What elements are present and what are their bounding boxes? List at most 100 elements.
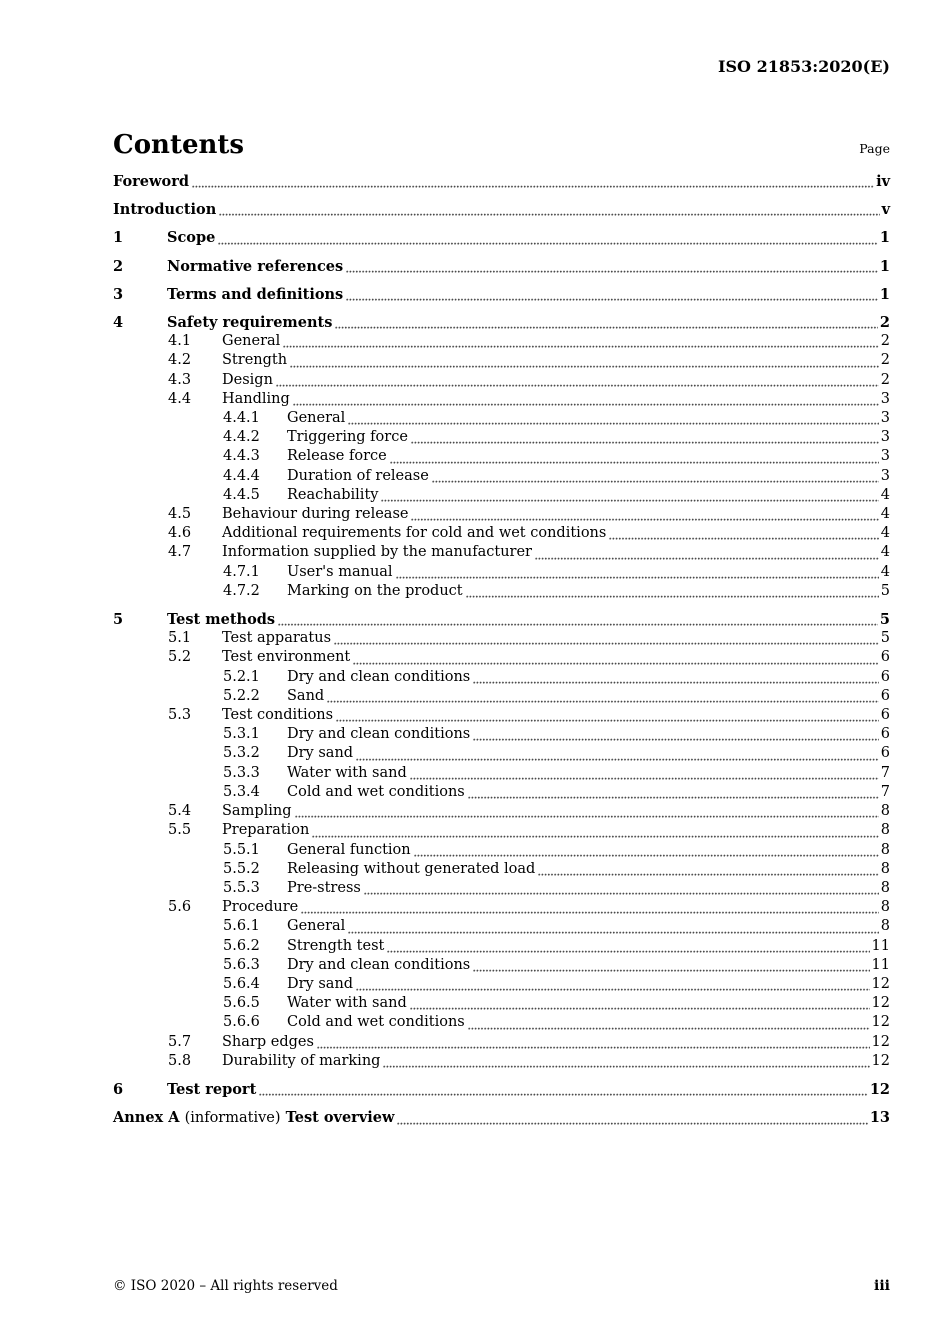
toc-entry-page: 4	[880, 506, 890, 523]
toc-entry-page: 8	[880, 899, 890, 916]
toc-entry[interactable]: 4.4.3 Release force 3	[113, 447, 890, 466]
toc-entry-number: 4.7.1	[223, 563, 260, 580]
toc-entry-title: Marking on the product	[287, 582, 463, 599]
toc-entry[interactable]: 6 Test report 12	[113, 1080, 890, 1099]
toc-entry[interactable]: 4.4.1 General 3	[113, 409, 890, 428]
toc-entry[interactable]: 5.6.1 General 8	[113, 917, 890, 936]
toc-entry[interactable]: 4.2 Strength 2	[113, 351, 890, 370]
toc-entry-title: General	[222, 333, 281, 350]
toc-entry[interactable]: 5.2.1 Dry and clean conditions 6	[113, 668, 890, 687]
toc-entry[interactable]: 5 Test methods 5	[113, 610, 890, 629]
toc-entry[interactable]: 5.6 Procedure 8	[113, 898, 890, 917]
dot-leader	[294, 815, 879, 819]
dot-leader	[467, 796, 879, 800]
toc-entry-number: 4.4	[168, 390, 192, 407]
toc-entry-number: 4.1	[168, 333, 192, 350]
toc-entry[interactable]: 4.6 Additional requirements for cold and …	[113, 524, 890, 543]
toc-entry-number: 6	[113, 1080, 124, 1098]
toc-entry[interactable]: 5.2.2 Sand 6	[113, 687, 890, 706]
toc-entry-number: 5.7	[168, 1033, 192, 1050]
toc-entry-number: 5.5.2	[223, 860, 260, 877]
toc-entry-page: 8	[880, 822, 890, 839]
toc-entry-page: 7	[880, 764, 890, 781]
toc-entry-page: 11	[871, 937, 890, 954]
toc-entry[interactable]: 4.1 General 2	[113, 332, 890, 351]
toc-entry-page: 2	[879, 314, 890, 332]
dot-leader	[346, 269, 878, 273]
toc-entry-title: Reachability	[287, 486, 379, 503]
toc-entry-number: 4.7	[168, 544, 192, 561]
toc-entry[interactable]: 5.3.3 Water with sand 7	[113, 764, 890, 783]
toc-entry[interactable]: 5.5.1 General function 8	[113, 841, 890, 860]
toc-entry[interactable]: 4.7.1 User's manual 4	[113, 563, 890, 582]
dot-leader	[312, 834, 879, 838]
toc-entry-number: 4.5	[168, 506, 192, 523]
toc-entry[interactable]: 5.6.6 Cold and wet conditions 12	[113, 1013, 890, 1032]
toc-entry-page: 6	[880, 745, 890, 762]
toc-entry[interactable]: 5.3.2 Dry sand 6	[113, 744, 890, 763]
dot-leader	[409, 776, 879, 780]
toc-entry[interactable]: 5.8 Durability of marking 12	[113, 1052, 890, 1071]
toc-entry-title: User's manual	[287, 563, 393, 580]
toc-entry-page: 7	[880, 783, 890, 800]
toc-entry-number: 5.6	[168, 899, 192, 916]
dot-leader	[348, 930, 879, 934]
toc-entry[interactable]: Introduction v	[113, 200, 890, 219]
toc-entry[interactable]: 2 Normative references 1	[113, 257, 890, 276]
toc-entry-title: Foreword	[113, 173, 189, 190]
toc-entry[interactable]: 5.5.2 Releasing without generated load 8	[113, 860, 890, 879]
toc-entry-number: 5.2.2	[223, 687, 260, 704]
toc-entry-title: Safety requirements	[167, 314, 333, 332]
dot-leader	[191, 185, 875, 189]
toc-entry-number: 5.1	[168, 630, 192, 647]
toc-entry[interactable]: 5.6.5 Water with sand 12	[113, 994, 890, 1013]
toc-entry[interactable]: 3 Terms and definitions 1	[113, 285, 890, 304]
toc-entry[interactable]: 4.5 Behaviour during release 4	[113, 505, 890, 524]
dot-leader	[335, 326, 878, 330]
toc-entry[interactable]: 5.3.1 Dry and clean conditions 6	[113, 725, 890, 744]
toc-entry-title: Annex A (informative) Test overview	[113, 1108, 394, 1128]
toc-entry[interactable]: 5.3.4 Cold and wet conditions 7	[113, 783, 890, 802]
toc-entry-page: 8	[880, 803, 890, 820]
toc-entry[interactable]: 5.1 Test apparatus 5	[113, 629, 890, 648]
toc-entry[interactable]: 4.4.4 Duration of release 3	[113, 467, 890, 486]
page-title: Contents	[113, 130, 245, 160]
toc-entry[interactable]: 5.3 Test conditions 6	[113, 706, 890, 725]
toc-entry[interactable]: 4.4.2 Triggering force 3	[113, 428, 890, 447]
toc-entry[interactable]: 5.6.2 Strength test 11	[113, 937, 890, 956]
toc-entry-number: 5.6.1	[223, 918, 260, 935]
dot-leader	[316, 1045, 870, 1049]
page-column-label: Page	[859, 141, 890, 156]
toc-entry-number: 2	[113, 257, 124, 275]
toc-entry[interactable]: 5.4 Sampling 8	[113, 802, 890, 821]
toc-entry[interactable]: 5.5.3 Pre-stress 8	[113, 879, 890, 898]
dot-leader	[219, 213, 880, 217]
dot-leader	[292, 403, 879, 407]
toc-entry-title: Normative references	[167, 257, 344, 275]
toc-entry[interactable]: 5.6.3 Dry and clean conditions 11	[113, 956, 890, 975]
toc-entry[interactable]: 4.3 Design 2	[113, 371, 890, 390]
toc-entry[interactable]: 1 Scope 1	[113, 228, 890, 247]
toc-entry[interactable]: Foreword iv	[113, 172, 890, 191]
toc-entry-page: 3	[880, 467, 890, 484]
toc-entry-page: 5	[880, 630, 890, 647]
toc-entry[interactable]: 4.7 Information supplied by the manufactu…	[113, 543, 890, 562]
toc-entry-title: Water with sand	[287, 764, 407, 781]
toc-entry-title: Triggering force	[287, 429, 408, 446]
dot-leader	[278, 623, 878, 627]
toc-entry[interactable]: 5.6.4 Dry sand 12	[113, 975, 890, 994]
toc-entry[interactable]: 5.2 Test environment 6	[113, 648, 890, 667]
toc-entry[interactable]: 4.4.5 Reachability 4	[113, 486, 890, 505]
toc-entry[interactable]: 4.4 Handling 3	[113, 390, 890, 409]
dot-leader	[411, 518, 879, 522]
toc-entry-page: 3	[880, 448, 890, 465]
toc-entry[interactable]: 5.7 Sharp edges 12	[113, 1033, 890, 1052]
document-reference: ISO 21853:2020(E)	[718, 57, 890, 76]
toc-entry[interactable]: 4.7.2 Marking on the product 5	[113, 582, 890, 601]
toc-entry[interactable]: 5.5 Preparation 8	[113, 821, 890, 840]
toc-entry[interactable]: 4 Safety requirements 2	[113, 313, 890, 332]
dot-leader	[346, 298, 878, 302]
toc-entry-title: Cold and wet conditions	[287, 1014, 465, 1031]
toc-entry-title: Strength test	[287, 937, 385, 954]
toc-entry[interactable]: Annex A (informative) Test overview 13	[113, 1108, 890, 1128]
